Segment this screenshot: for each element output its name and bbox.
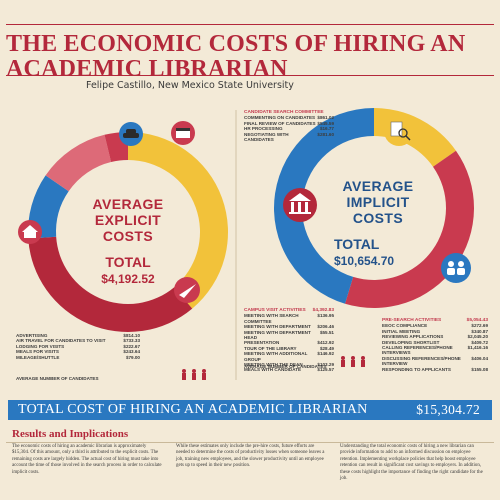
title-rule (6, 75, 494, 76)
table-row: LODGING FOR VISITS $222.67 (16, 343, 140, 349)
explicit-slice-4 (45, 134, 112, 192)
total-cost-banner: TOTAL COST OF HIRING AN ACADEMIC LIBRARI… (8, 400, 492, 420)
explicit-label-line1: AVERAGE (92, 196, 164, 212)
implicit-label-line2: IMPLICIT (346, 194, 410, 210)
author-line: Felipe Castillo, New Mexico State Univer… (86, 80, 294, 91)
results-paragraph-3: Understanding the total economic costs o… (340, 444, 483, 482)
explicit-costs-label: AVERAGE EXPLICIT COSTS TOTAL $4,192.52 (68, 196, 188, 286)
table-row: EEOC COMPLIANCE $272.69 (382, 323, 488, 329)
table-row: NEGOTIATING WITH CANDIDATES $281.60 (244, 131, 334, 143)
table-row: HR PROCESSING $16.77 (244, 126, 334, 132)
implicit-total-amount: $10,654.70 (334, 254, 395, 268)
explicit-total-amount: $4,192.52 (101, 272, 155, 286)
table-row: RESPONDING TO APPLICANTS $155.08 (382, 366, 488, 372)
table-row: MEETING WITH DEPARTMENT HEAD $55.51 (244, 329, 334, 341)
plane-icon (174, 277, 200, 303)
banner-amount: $15,304.72 (416, 402, 480, 417)
table-row: MEETING WITH ADDITIONAL GROUP $146.92 (244, 351, 334, 362)
implicit-label-line3: COSTS (352, 210, 404, 226)
table-row: MILEAGE/SHUTTLE $79.00 (16, 354, 140, 360)
implicit-candidate-icons (341, 356, 365, 367)
explicit-slice-2 (28, 236, 193, 332)
results-rule (6, 442, 494, 443)
results-heading: Results and Implications (12, 428, 129, 440)
explicit-total-label: TOTAL (105, 254, 151, 270)
table-row: DISCUSSING REFERENCES/PHONE INTERVIEW $40… (382, 355, 488, 367)
newspaper-icon (171, 121, 195, 145)
campus-header-row: CAMPUS VISIT ACTIVITIES $4,392.83 (244, 308, 334, 313)
explicit-label-line3: COSTS (102, 228, 154, 244)
table-row: MEETING WITH DEPARTMENT $206.46 (244, 324, 334, 330)
table-row: TOUR OF THE LIBRARY $28.49 (244, 345, 334, 351)
table-row: INITIAL MEETING $340.87 (382, 328, 488, 334)
explicit-label-line2: EXPLICIT (94, 212, 162, 228)
explicit-slice-1 (128, 132, 228, 309)
table-row: PRESENTATION $412.92 (244, 340, 334, 346)
table-row: MEALS FOR VISITS $243.64 (16, 349, 140, 355)
committee-table: CANDIDATE SEARCH COMMITTEE COMMENTING ON… (244, 110, 334, 142)
results-paragraph-2: While these estimates only include the p… (176, 444, 325, 469)
committee-header: CANDIDATE SEARCH COMMITTEE (244, 110, 324, 115)
table-row: COMMENTING ON CANDIDATES $861.02 (244, 115, 334, 121)
table-row: AIR TRAVEL FOR CANDIDATES TO VISIT $733.3… (16, 338, 140, 344)
car-icon (119, 122, 143, 146)
explicit-candidate-icons (182, 369, 206, 380)
results-paragraph-1: The economic costs of hiring an academic… (12, 444, 162, 475)
explicit-slice-3 (27, 175, 69, 239)
search-document-icon (384, 116, 414, 146)
table-row: MEALS WITH CANDIDATE $125.57 (244, 367, 334, 373)
implicit-label-line1: AVERAGE (342, 178, 414, 194)
table-row: MEETING WITH THE DEAN $103.29 (244, 362, 334, 368)
table-row: ADVERTISING $814.10 (16, 333, 140, 338)
people-icon (441, 253, 471, 283)
table-row: FINAL REVIEW OF CANDIDATES $545.59 (244, 120, 334, 126)
explicit-candidates-label: AVERAGE NUMBER OF CANDIDATES (16, 376, 99, 381)
top-rule (6, 24, 494, 25)
implicit-candidates-label: AVERAGE NUMBER OF CANDIDATES (244, 364, 327, 369)
implicit-total-label: TOTAL (334, 236, 380, 252)
table-row: CALLING REFERENCES/PHONE INTERVIEWS $1,41… (382, 345, 488, 356)
campus-visit-table: CAMPUS VISIT ACTIVITIES $4,392.83 MEETING… (244, 308, 334, 373)
implicit-costs-label: AVERAGE IMPLICIT COSTS TOTAL $10,654.70 (318, 178, 438, 268)
hotel-icon (18, 220, 42, 244)
banner-title: TOTAL COST OF HIRING AN ACADEMIC LIBRARI… (18, 402, 368, 417)
building-icon (283, 188, 317, 222)
table-row: DEVELOPING SHORTLIST $409.72 (382, 339, 488, 345)
explicit-items-table: ADVERTISING $814.10 AIR TRAVEL FOR CANDID… (16, 333, 140, 360)
implicit-slice-3 (274, 108, 374, 304)
table-row: REVIEWING APPLICATIONS $2,045.20 (382, 334, 488, 340)
prescreen-header-row: PRE-SEARCH ACTIVITIES $5,054.43 (382, 318, 488, 323)
table-row: MEETING WITH SEARCH COMMITTEE $136.95 (244, 313, 334, 324)
pre-search-table: PRE-SEARCH ACTIVITIES $5,054.43 EEOC COMP… (382, 318, 488, 372)
page-title: THE ECONOMIC COSTS OF HIRING AN ACADEMIC… (6, 31, 466, 82)
